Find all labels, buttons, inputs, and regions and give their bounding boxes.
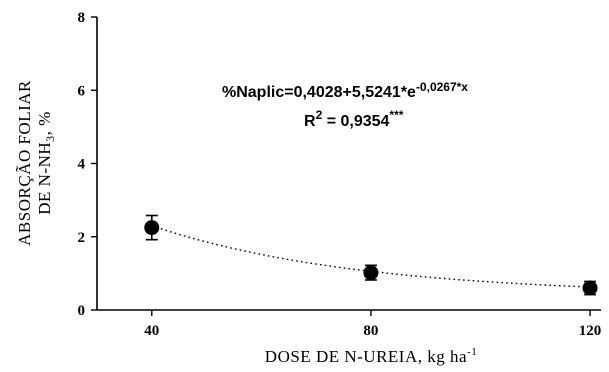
data-marker [363,265,379,281]
y-tick-label: 6 [78,83,86,99]
y-ticks: 0 2 4 6 8 [78,10,97,319]
y-axis-title: ABSORÇÃO FOLIAR DE N-NH3, % [15,80,57,246]
data-point [582,280,598,296]
data-marker [144,220,160,236]
fit-curve [151,225,591,288]
data-marker [582,280,598,296]
r2-annotation: R2 = 0,9354*** [304,108,404,130]
y-tick-label: 4 [78,157,86,173]
x-tick-label: 40 [144,323,159,339]
data-point [144,214,160,241]
data-point [363,264,379,281]
x-ticks: 40 80 120 [144,310,601,339]
y-tick-label: 2 [78,230,86,246]
y-axis-title-line1: ABSORÇÃO FOLIAR [15,80,34,246]
y-tick-label: 0 [78,303,86,319]
y-tick-label: 8 [78,10,86,26]
y-axis-title-line2: DE N-NH3, % [35,111,57,215]
equation-annotation: %Naplic=0,4028+5,5241*e-0,0267*x [222,80,468,101]
data-points [144,214,598,296]
x-axis-title: DOSE DE N-UREIA, kg ha-1 [265,346,477,366]
x-tick-label: 120 [579,323,602,339]
x-tick-label: 80 [363,323,378,339]
